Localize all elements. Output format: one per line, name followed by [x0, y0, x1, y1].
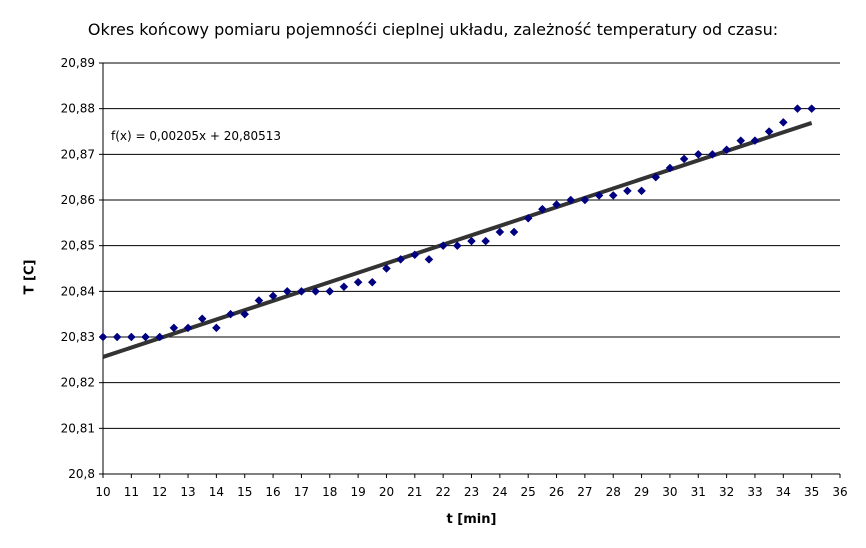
y-tick-label: 20,88 [61, 102, 95, 116]
data-point [538, 204, 547, 214]
data-point [594, 191, 604, 200]
x-tick-label: 15 [237, 485, 252, 499]
data-point [254, 296, 264, 305]
x-tick-label: 20 [379, 485, 394, 499]
x-tick-label: 25 [521, 485, 536, 499]
x-tick-label: 33 [747, 485, 762, 499]
y-tick-label: 20,81 [61, 421, 95, 435]
data-point [608, 191, 618, 200]
data-point [736, 136, 746, 145]
data-point [353, 277, 363, 287]
chart-title: Okres końcowy pomiaru pojemnośći cieplne… [87, 20, 779, 39]
y-tick-label: 20,8 [68, 467, 95, 481]
data-point [98, 332, 108, 342]
data-point [467, 236, 476, 246]
data-point [651, 172, 661, 182]
x-tick-label: 29 [634, 485, 649, 499]
data-point [552, 200, 561, 209]
y-tick-label: 20,85 [61, 239, 95, 253]
x-tick-label: 35 [804, 485, 819, 499]
x-tick-label: 32 [719, 485, 734, 499]
x-tick-label: 14 [209, 485, 224, 499]
data-point [183, 323, 193, 333]
y-tick-label: 20,84 [61, 284, 95, 298]
trendline [102, 121, 813, 359]
data-point [141, 332, 150, 342]
x-tick-label: 18 [322, 485, 337, 499]
data-point [764, 127, 774, 136]
y-axis-label: T [C] [22, 259, 38, 295]
data-point [339, 282, 349, 292]
data-point [750, 136, 760, 145]
data-point [679, 154, 689, 164]
data-point [509, 227, 519, 237]
data-point [226, 309, 235, 319]
data-point [637, 186, 646, 196]
x-axis-label: t [min] [446, 512, 497, 527]
data-point [693, 149, 703, 159]
data-point [410, 250, 420, 260]
x-tick-label: 23 [464, 485, 479, 499]
data-point [665, 163, 675, 173]
x-tick-label: 13 [180, 485, 195, 499]
x-tick-label: 21 [407, 485, 422, 499]
data-point [722, 145, 731, 155]
x-tick-label: 36 [832, 485, 847, 499]
x-tick-label: 31 [691, 485, 706, 499]
x-tick-label: 30 [662, 485, 677, 499]
y-tick-label: 20,86 [61, 193, 95, 207]
data-point [169, 323, 179, 333]
x-tick-label: 22 [436, 485, 451, 499]
data-point [197, 314, 207, 324]
x-tick-label: 26 [549, 485, 564, 499]
x-tick-label: 27 [577, 485, 592, 499]
x-tick-label: 24 [492, 485, 507, 499]
data-point [708, 149, 717, 159]
data-point [155, 332, 165, 342]
data-point [282, 286, 292, 296]
data-point [807, 104, 817, 114]
data-point [126, 332, 136, 342]
data-point [523, 213, 533, 223]
data-point [240, 309, 250, 319]
x-tick-label: 34 [776, 485, 791, 499]
x-tick-label: 16 [265, 485, 280, 499]
trendline-equation: f(x) = 0,00205x + 20,80513 [111, 129, 281, 143]
data-point [778, 118, 788, 127]
data-point [311, 286, 320, 296]
data-point [495, 227, 505, 237]
y-tick-label: 20,82 [61, 376, 95, 390]
x-tick-label: 28 [606, 485, 621, 499]
data-point [481, 236, 491, 246]
data-point [623, 186, 632, 196]
data-point [438, 241, 448, 251]
x-tick-label: 11 [124, 485, 139, 499]
y-tick-label: 20,83 [61, 330, 95, 344]
data-point [112, 332, 122, 342]
data-point [580, 195, 590, 205]
y-tick-label: 20,87 [61, 147, 95, 161]
data-point [268, 291, 278, 301]
y-tick-label: 20,89 [61, 56, 95, 70]
data-point [793, 104, 802, 114]
data-point [424, 255, 434, 264]
data-point [325, 286, 335, 296]
data-point [452, 241, 462, 251]
data-point [382, 264, 391, 273]
data-point [396, 255, 405, 264]
x-tick-label: 17 [294, 485, 309, 499]
data-point [212, 323, 221, 333]
x-tick-label: 19 [350, 485, 365, 499]
data-point [367, 277, 377, 287]
data-point [566, 195, 576, 205]
x-tick-label: 12 [152, 485, 167, 499]
x-tick-label: 10 [95, 485, 110, 499]
data-point [297, 286, 306, 296]
